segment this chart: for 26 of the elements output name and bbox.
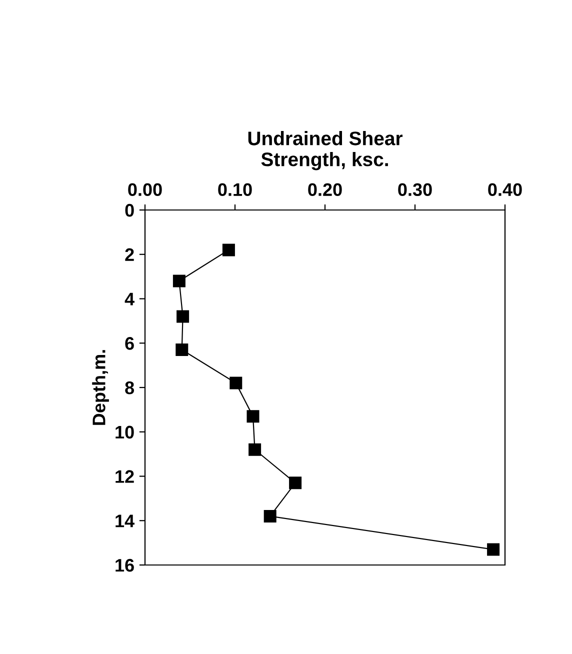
point (230, 376, 242, 390)
point (264, 510, 276, 522)
y-tick-label: 6 (125, 337, 134, 350)
point (172, 274, 186, 288)
x-axis-title: Undrained Shear Strength, ksc. (248, 131, 403, 170)
point (222, 244, 235, 256)
point (487, 543, 500, 556)
x-tick-label: 0.20 (308, 183, 342, 196)
y-tick-label: 0 (125, 204, 134, 217)
x-tick-label: 0.30 (398, 183, 432, 196)
point (289, 476, 302, 490)
point (248, 443, 262, 456)
point (176, 344, 188, 356)
y-tick-label: 4 (124, 292, 134, 306)
y-tick-label: 2 (125, 248, 134, 261)
x-tick-label: 0.10 (218, 183, 252, 196)
y-tick-label: 8 (125, 381, 134, 394)
y-tick-label: 12 (116, 470, 134, 483)
y-tick-label: 16 (116, 558, 134, 572)
y-tick-label: 10 (116, 426, 134, 439)
y-tick-label: 14 (116, 514, 134, 528)
x-tick-label: 0.40 (488, 183, 522, 196)
point (176, 310, 190, 323)
point (246, 410, 260, 423)
x-tick-label: 0.00 (128, 183, 162, 196)
y-axis-title: Depth,m. (92, 350, 109, 425)
